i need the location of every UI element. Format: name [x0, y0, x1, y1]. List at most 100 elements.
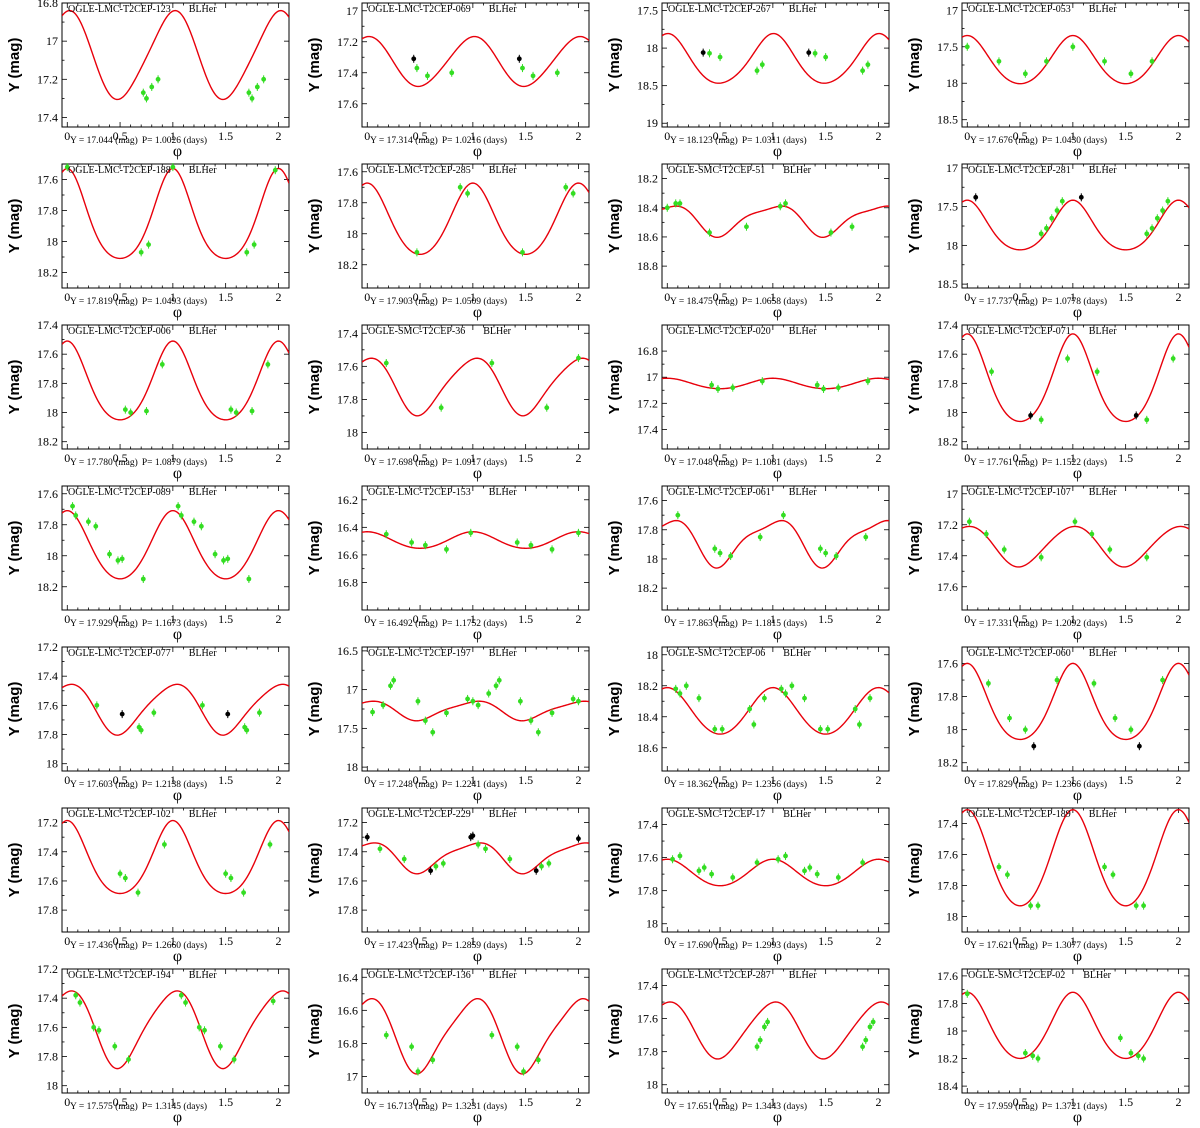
x-axis-label: φ [773, 304, 782, 321]
y-tick-label: 17.6 [637, 494, 658, 508]
mean-magnitude: Y = 17.423 (mag) [370, 941, 438, 951]
y-tick-label: 17.8 [337, 196, 358, 210]
observed-point [802, 868, 807, 874]
observed-point [1112, 715, 1118, 721]
observed-point [747, 706, 753, 712]
observed-point [1141, 1056, 1146, 1061]
observed-point [1044, 225, 1049, 231]
star-label: OGLE-LMC-T2CEP-188 BLHer [68, 165, 217, 176]
star-label: OGLE-LMC-T2CEP-229 BLHer [368, 809, 517, 820]
x-axis-label: φ [473, 304, 482, 321]
star-label: OGLE-LMC-T2CEP-060 BLHer [968, 648, 1117, 659]
observed-point [178, 992, 184, 998]
x-axis-label: φ [1073, 143, 1082, 160]
x-tick-label: 0.5 [1013, 612, 1028, 626]
plot-frame [661, 807, 890, 933]
y-tick-label: 16.6 [337, 1003, 358, 1017]
y-tick-label: 17.6 [637, 1012, 658, 1026]
y-tick-label: 18 [946, 723, 958, 737]
observed-point [489, 1032, 495, 1038]
x-tick-label: 0.5 [713, 1095, 728, 1109]
x-tick-label: 1 [470, 1095, 476, 1109]
period: P= 1.3443 (days) [741, 1102, 808, 1112]
light-curve-panel: 0 0.5 1 1.5 2 16.5 17 17.5 18 Y (mag) φ OGLE-LMC-T2… [300, 644, 600, 805]
observed-point [270, 998, 276, 1004]
mean-magnitude: Y = 17.829 (mag) [970, 780, 1038, 790]
light-curve-panel: 0 0.5 1 1.5 2 16.2 16.4 16.6 16.8 Y (mag) φ OGLE-LM… [300, 483, 600, 644]
period: P= 1.1081 (days) [741, 458, 808, 468]
observed-point [465, 191, 470, 196]
outlier-point [516, 56, 522, 62]
x-tick-label: 1 [770, 1095, 776, 1109]
observed-point [1030, 1053, 1036, 1059]
mean-magnitude: Y = 17.651 (mag) [670, 1102, 738, 1112]
observed-point [1007, 715, 1012, 721]
observed-point [717, 54, 723, 60]
star-name: OGLE-LMC-T2CEP-153 [368, 487, 471, 498]
x-axis-label: φ [1073, 787, 1082, 804]
x-tick-label: 2 [1175, 129, 1181, 143]
x-tick-label: 1.5 [1118, 129, 1133, 143]
observed-point [191, 519, 197, 525]
star-name: OGLE-LMC-T2CEP-061 [668, 487, 771, 498]
observed-point [863, 1037, 869, 1043]
plot-frame [361, 968, 590, 1094]
star-class: BLHer [488, 4, 517, 15]
chart-svg: 0 0.5 1 1.5 2 17.6 17.8 18 18.2 Y (mag) φ [6, 163, 290, 321]
y-tick-label: 16.8 [337, 575, 358, 589]
observed-point [241, 890, 247, 896]
y-tick-label: 17.2 [337, 816, 358, 830]
x-tick-label: 2 [1175, 451, 1181, 465]
observed-point [514, 1044, 520, 1050]
observed-point [775, 856, 781, 862]
mean-magnitude: Y = 18.362 (mag) [670, 780, 738, 790]
plot-frame [661, 324, 890, 450]
observed-point [122, 407, 128, 413]
y-tick-label: 17.8 [937, 690, 958, 704]
x-tick-label: 0 [964, 773, 970, 787]
observed-point [1054, 677, 1060, 683]
x-tick-label: 0 [64, 451, 70, 465]
light-curve-panel: 0 0.5 1 1.5 2 17 17.2 17.4 17.6 Y (mag) φ OGLE-LMC-… [300, 0, 600, 161]
observed-point [777, 203, 783, 209]
y-tick-label: 18 [646, 552, 658, 566]
plot-frame [361, 485, 590, 611]
x-tick-label: 0.5 [113, 934, 128, 948]
period: P= 1.2859 (days) [441, 941, 508, 951]
observed-point [1094, 369, 1100, 375]
observed-point [212, 551, 218, 557]
observed-point [433, 863, 439, 869]
observed-point [1022, 71, 1028, 77]
light-curve-panel: 0 0.5 1 1.5 2 17.2 17.4 17.6 17.8 Y (mag) φ OGLE-LM… [300, 805, 600, 966]
y-tick-label: 17.8 [37, 204, 58, 218]
fit-parameters: Y = 17.698 (mag) P= 1.0917 (days) [370, 458, 511, 468]
y-axis-label: Y (mag) [906, 682, 923, 737]
star-label: OGLE-LMC-T2CEP-069 BLHer [368, 4, 517, 15]
model-curve [62, 819, 289, 895]
observed-point [696, 868, 702, 874]
star-name: OGLE-LMC-T2CEP-071 [968, 326, 1071, 337]
observed-point [1065, 356, 1070, 361]
observed-point [707, 50, 712, 56]
x-tick-label: 0 [664, 773, 670, 787]
fit-parameters: Y = 16.713 (mag) P= 1.3231 (days) [370, 1102, 511, 1112]
y-tick-label: 17.4 [937, 318, 958, 332]
y-tick-label: 18.2 [37, 266, 58, 280]
x-tick-label: 1.5 [818, 451, 833, 465]
x-tick-label: 0 [364, 612, 370, 626]
observed-point [119, 556, 125, 562]
x-tick-label: 0 [64, 773, 70, 787]
y-tick-label: 16.2 [337, 493, 358, 507]
star-name: OGLE-LMC-T2CEP-020 [668, 326, 771, 337]
model-curve [62, 167, 289, 260]
x-axis-label: φ [773, 626, 782, 643]
y-axis-label: Y (mag) [606, 38, 623, 93]
x-tick-label: 2 [1175, 934, 1181, 948]
observed-point [96, 1027, 102, 1033]
observed-point [717, 550, 723, 556]
outlier-point [470, 833, 476, 839]
mean-magnitude: Y = 18.123 (mag) [670, 136, 738, 146]
x-tick-label: 1.5 [818, 1095, 833, 1109]
y-tick-label: 17.6 [937, 657, 958, 671]
observed-point [996, 58, 1002, 64]
